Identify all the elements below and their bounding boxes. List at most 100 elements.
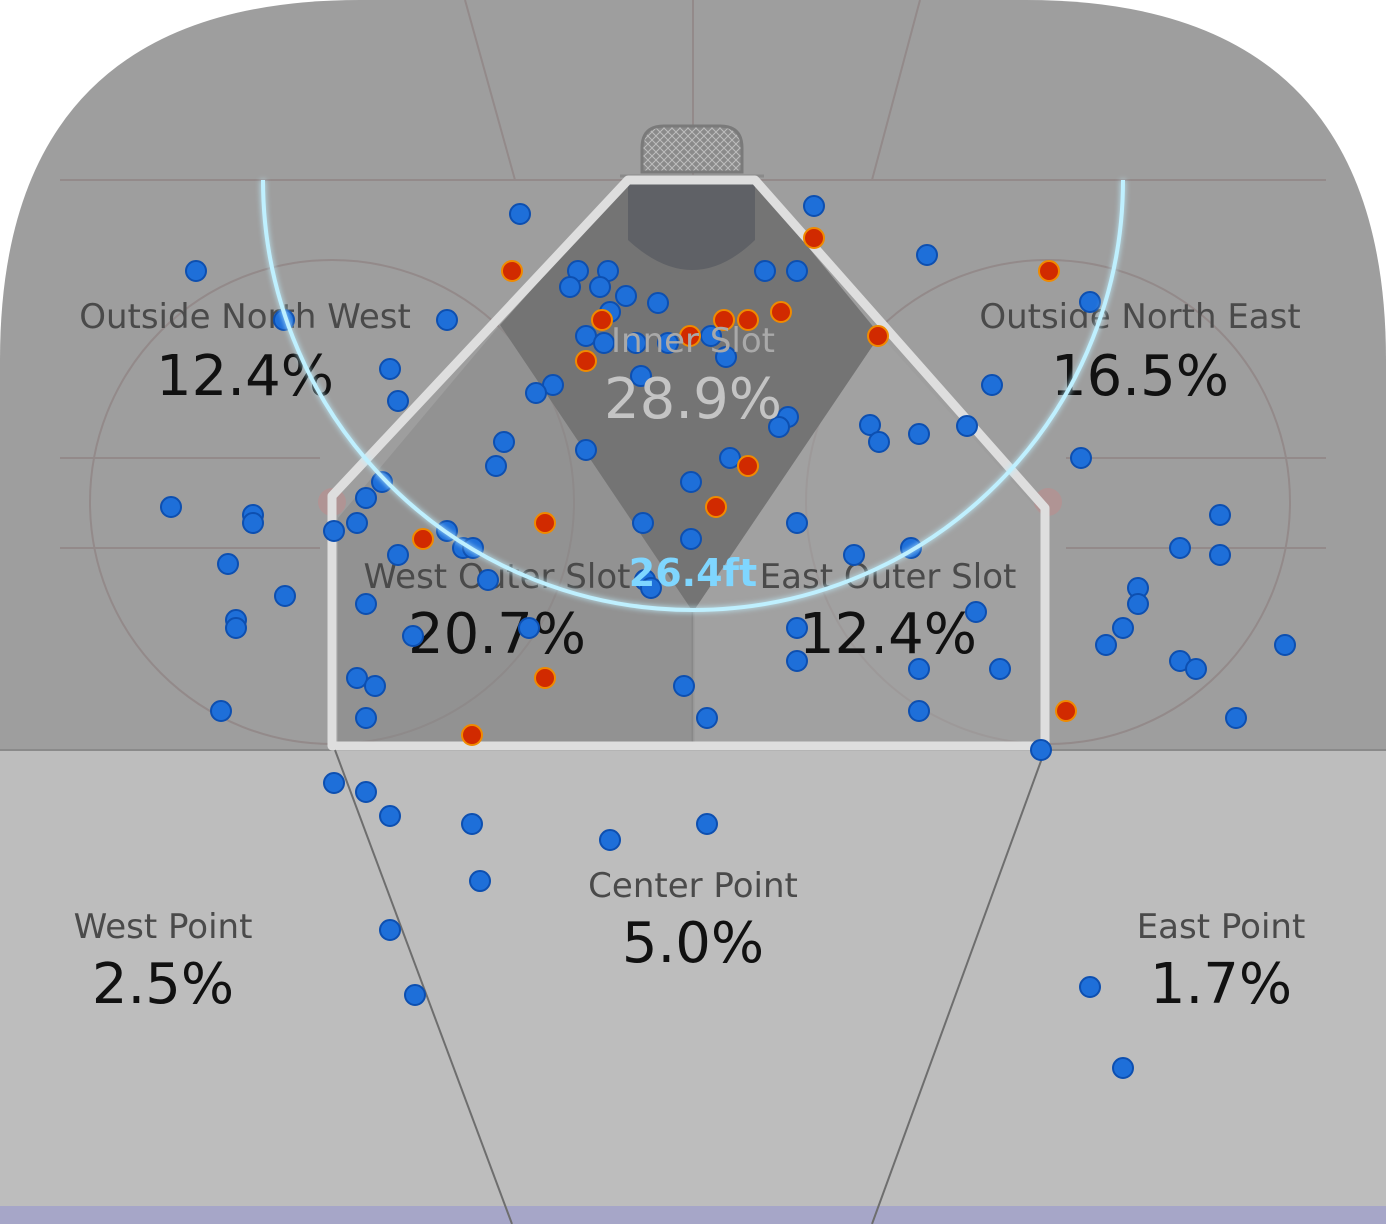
shot-marker	[786, 617, 808, 639]
shot-marker	[485, 455, 507, 477]
shot-marker	[589, 276, 611, 298]
shot-marker	[1127, 593, 1149, 615]
shot-marker	[640, 577, 662, 599]
shot-marker	[1112, 617, 1134, 639]
shot-marker	[599, 829, 621, 851]
goal-marker	[1038, 260, 1060, 282]
shot-marker	[1209, 544, 1231, 566]
shot-marker	[615, 285, 637, 307]
shot-marker	[965, 601, 987, 623]
shot-marker	[647, 292, 669, 314]
shot-marker	[525, 382, 547, 404]
shot-marker	[632, 512, 654, 534]
shot-marker	[185, 260, 207, 282]
shot-marker	[355, 487, 377, 509]
shot-marker	[630, 365, 652, 387]
shot-marker	[908, 658, 930, 680]
shot-marker	[379, 919, 401, 941]
shot-marker	[1079, 976, 1101, 998]
zone-name-center-point: Center Point	[588, 866, 798, 906]
shot-marker	[493, 431, 515, 453]
shot-marker	[786, 512, 808, 534]
shot-marker	[1095, 634, 1117, 656]
shot-marker	[673, 675, 695, 697]
shot-marker	[593, 332, 615, 354]
center-point-left-edge	[334, 749, 513, 1224]
goal-marker	[461, 724, 483, 746]
shot-marker	[1070, 447, 1092, 469]
shot-marker	[355, 707, 377, 729]
shot-marker	[1030, 739, 1052, 761]
point-zone-area	[0, 750, 1386, 1210]
goal-net-icon	[640, 124, 744, 174]
shot-marker	[461, 813, 483, 835]
shot-marker	[355, 593, 377, 615]
shot-marker	[1209, 504, 1231, 526]
shot-marker	[404, 984, 426, 1006]
shot-marker	[387, 544, 409, 566]
shot-marker	[436, 309, 458, 331]
center-point-right-edge	[871, 749, 1046, 1224]
shot-marker	[364, 675, 386, 697]
shot-marker	[1169, 537, 1191, 559]
shot-marker	[477, 569, 499, 591]
shot-marker	[696, 813, 718, 835]
goal-marker	[737, 309, 759, 331]
shot-marker	[323, 772, 345, 794]
goal-marker	[803, 227, 825, 249]
shot-marker	[379, 358, 401, 380]
zone-pct-west-outer-slot: 20.7%	[408, 602, 586, 667]
zone-name-outside-north-west: Outside North West	[79, 297, 411, 337]
shot-marker	[387, 390, 409, 412]
shot-marker	[908, 423, 930, 445]
shot-marker	[908, 700, 930, 722]
shot-marker	[323, 520, 345, 542]
shot-marker	[715, 346, 737, 368]
distance-radius-label: 26.4ft	[629, 551, 757, 595]
goal-marker	[713, 309, 735, 331]
shot-marker	[786, 650, 808, 672]
shot-marker	[657, 332, 679, 354]
goal-marker	[737, 455, 759, 477]
zone-name-inner-slot: Inner Slot	[611, 321, 775, 361]
goal-marker	[679, 325, 701, 347]
shot-marker	[346, 667, 368, 689]
shot-marker	[274, 585, 296, 607]
shot-marker	[916, 244, 938, 266]
goal-marker	[1055, 700, 1077, 722]
shot-marker	[575, 439, 597, 461]
shot-marker	[559, 276, 581, 298]
shot-marker	[803, 195, 825, 217]
zone-name-west-point: West Point	[74, 907, 253, 947]
goal-crease	[628, 182, 755, 270]
shot-marker	[696, 707, 718, 729]
shot-marker	[981, 374, 1003, 396]
shot-marker	[680, 528, 702, 550]
shot-markers	[160, 195, 1296, 1079]
zone-pct-east-point: 1.7%	[1150, 952, 1292, 1017]
shot-marker	[469, 870, 491, 892]
goal-marker	[501, 260, 523, 282]
goal-marker	[867, 325, 889, 347]
distance-radius-arc	[261, 179, 1125, 612]
shot-marker	[371, 471, 393, 493]
goal-marker	[534, 667, 556, 689]
shot-marker	[242, 512, 264, 534]
shot-marker	[1112, 1057, 1134, 1079]
zone-pct-center-point: 5.0%	[622, 911, 764, 976]
zone-pct-outside-north-west: 12.4%	[156, 344, 334, 409]
west-outer-slot-area	[338, 325, 693, 744]
shot-marker	[956, 415, 978, 437]
shot-marker	[754, 260, 776, 282]
shot-marker	[989, 658, 1011, 680]
goal-marker	[591, 309, 613, 331]
zone-pct-west-point: 2.5%	[92, 952, 234, 1017]
shot-marker	[518, 617, 540, 639]
shot-marker	[379, 805, 401, 827]
zone-labels: Outside North West 12.4% Outside North E…	[74, 297, 1306, 1017]
goal-marker	[705, 496, 727, 518]
goal-marker	[412, 528, 434, 550]
zone-name-outside-north-east: Outside North East	[979, 297, 1300, 337]
shot-marker	[1225, 707, 1247, 729]
